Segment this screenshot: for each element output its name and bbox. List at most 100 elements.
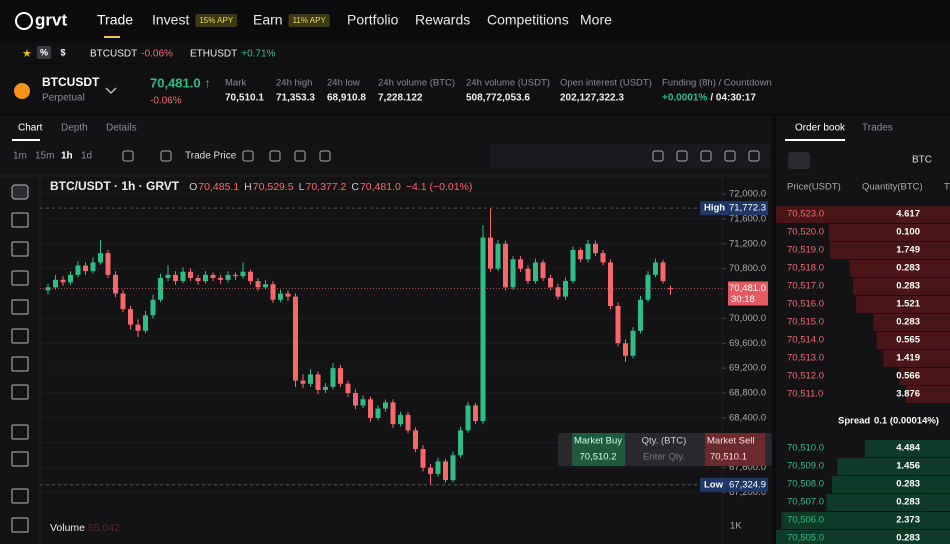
toolbar-icon[interactable] [122, 150, 134, 162]
depth-bar [829, 242, 950, 259]
toolbar-icon[interactable] [652, 150, 664, 162]
currency-select[interactable]: BTC [912, 155, 932, 166]
toolbar-icon[interactable] [319, 150, 331, 162]
depth-bar [876, 332, 950, 349]
spread-value: 0.1 (0.00014%) [874, 416, 939, 427]
toolbar-icon[interactable] [676, 150, 688, 162]
toolbar-icon[interactable] [700, 150, 712, 162]
chart-tab[interactable]: Depth [61, 123, 88, 134]
interval[interactable]: 1d [81, 151, 92, 162]
candle-body [608, 262, 613, 306]
price-line-label [700, 477, 768, 492]
nav-item[interactable]: Portfolio [347, 12, 399, 28]
sell-button[interactable] [705, 433, 765, 466]
interval[interactable]: 15m [35, 151, 54, 162]
candle-body [263, 284, 268, 288]
ticker-change: +0.71% [241, 49, 275, 60]
drawing-tool[interactable] [11, 212, 29, 228]
depth-bar [905, 386, 950, 403]
book-qty: 0.283 [896, 263, 920, 274]
toggle-label[interactable]: % [40, 47, 48, 57]
qty-input[interactable]: Enter Qty. [643, 452, 685, 463]
book-header: Price(USDT) [787, 182, 841, 193]
drawing-tool[interactable] [11, 328, 29, 344]
nav-item[interactable]: Invest [152, 12, 189, 28]
chart-tab[interactable]: Details [106, 123, 137, 134]
sell-label[interactable]: Market Sell [707, 436, 755, 447]
y-tick-label: 71,600.0 [729, 213, 766, 224]
last-price-value: 70,481.0 [729, 283, 766, 294]
candle-body [285, 293, 291, 297]
drawing-tool[interactable] [11, 384, 29, 400]
buy-label[interactable]: Market Buy [574, 436, 622, 447]
toolbar-icon[interactable] [748, 150, 760, 162]
nav-item[interactable]: Trade [97, 12, 133, 28]
toolbar-icon[interactable] [242, 150, 254, 162]
drawing-tool[interactable] [11, 451, 29, 467]
candle-body [83, 265, 88, 272]
toggle-label[interactable]: $ [60, 47, 65, 57]
candle-body [293, 296, 298, 381]
drawing-tool[interactable] [11, 270, 29, 286]
drawing-tool[interactable] [11, 241, 29, 257]
book-qty: 0.100 [896, 227, 920, 238]
book-price: 70,519.0 [787, 245, 824, 256]
logo-icon[interactable] [15, 12, 33, 30]
candle-body [570, 249, 576, 282]
book-header: T [944, 182, 950, 193]
star-icon[interactable]: ★ [22, 48, 32, 60]
stat-value: 508,772,053.6 [466, 93, 530, 104]
chart-title: BTC/USDT · 1h · GRVT [50, 179, 180, 193]
ticker-symbol[interactable]: BTCUSDT [90, 49, 137, 60]
book-tab[interactable]: Trades [862, 123, 893, 134]
book-qty: 1.521 [896, 299, 920, 310]
ticker-symbol[interactable]: ETHUSDT [190, 49, 237, 60]
book-tab[interactable]: Order book [795, 123, 846, 134]
symbol: BTCUSDT [42, 75, 100, 89]
toggle[interactable] [37, 46, 51, 59]
interval[interactable]: 1m [13, 151, 27, 162]
candle-body [53, 279, 58, 288]
sell-price[interactable]: 70,510.1 [710, 452, 747, 463]
book-price: 70,520.0 [787, 227, 824, 238]
drawing-tool[interactable] [11, 517, 29, 533]
toolbar-icon[interactable] [294, 150, 306, 162]
drawing-tool[interactable] [11, 488, 29, 504]
drawing-tool[interactable] [11, 184, 29, 200]
legend-change: −4.1 (−0.01%) [406, 181, 473, 193]
nav-item[interactable]: Competitions [487, 12, 569, 28]
candle-body [353, 393, 358, 406]
book-qty: 2.373 [896, 515, 920, 526]
nav-item[interactable]: Rewards [415, 12, 470, 28]
book-view-toggle[interactable] [788, 152, 810, 169]
candle-body [435, 461, 441, 474]
chevron[interactable] [105, 87, 117, 95]
buy-price[interactable]: 70,510.2 [580, 452, 617, 463]
candle-body [323, 386, 328, 390]
logo[interactable]: grvt [35, 10, 67, 29]
nav-item[interactable]: More [580, 12, 612, 28]
buy-button[interactable] [572, 433, 625, 466]
candle-body [345, 383, 351, 394]
drawing-tool[interactable] [11, 424, 29, 440]
toolbar-field[interactable] [490, 144, 770, 168]
candle-body [143, 315, 148, 331]
volume-value: 55.042 [88, 522, 120, 534]
interval[interactable]: 1h [61, 151, 73, 162]
candle-body [128, 309, 133, 325]
stat-value: 70,510.1 [225, 93, 264, 104]
chart-tab[interactable]: Chart [18, 123, 43, 134]
toolbar-icon[interactable] [160, 150, 172, 162]
price-line-name: High [704, 203, 725, 214]
last-price: 70,481.0 ↑ [150, 75, 211, 90]
price-source[interactable]: Trade Price [185, 151, 237, 162]
toolbar-icon[interactable] [724, 150, 736, 162]
toolbar-icon[interactable] [269, 150, 281, 162]
candle-body [300, 380, 306, 384]
stat-value: 7,228.122 [378, 93, 423, 104]
ticker-change: -0.06% [141, 49, 173, 60]
drawing-tool[interactable] [11, 299, 29, 315]
drawing-tool[interactable] [11, 356, 29, 372]
nav-item[interactable]: Earn [253, 12, 283, 28]
book-qty: 0.283 [896, 317, 920, 328]
